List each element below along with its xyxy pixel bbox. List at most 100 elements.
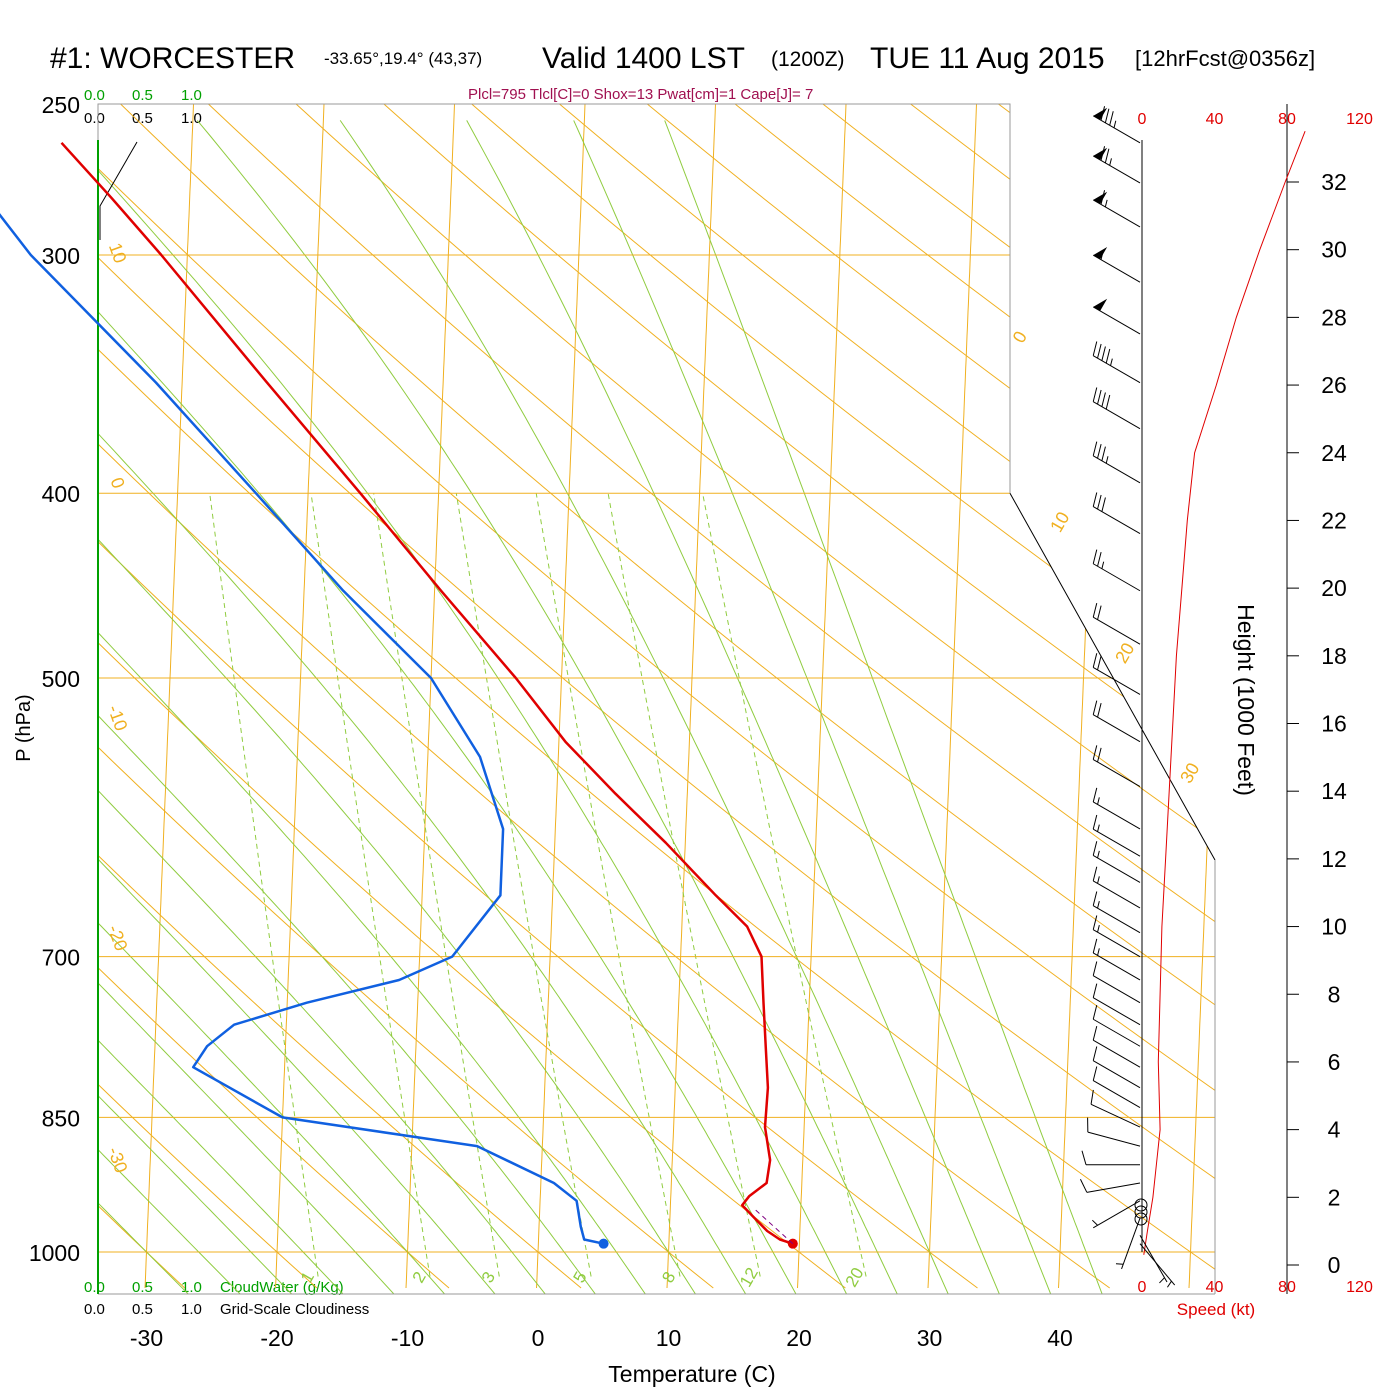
wind-barb-staff <box>1092 306 1141 335</box>
dry-adiabat-line <box>98 104 582 1289</box>
wind-barb-full <box>1105 348 1111 364</box>
moist-adiabat-line <box>98 120 648 1294</box>
wind-barb <box>1090 1089 1141 1128</box>
pressure-tick-label: 700 <box>42 945 80 971</box>
wind-barb-full <box>1097 552 1102 567</box>
wind-barb-half <box>1167 1280 1172 1288</box>
wind-barb-half <box>1101 561 1105 569</box>
wind-barb-staff <box>1092 1200 1141 1229</box>
wind-barb-half <box>1105 456 1109 464</box>
height-tick-label: 26 <box>1321 372 1347 398</box>
isotherm-line <box>1188 104 1215 1289</box>
temperature-tick-label: 20 <box>786 1325 812 1351</box>
wind-barb <box>1092 1025 1141 1068</box>
cloudwater-label: CloudWater (g/Kg) <box>220 1279 344 1296</box>
wind-barb-staff <box>1092 854 1141 883</box>
wind-barb-full <box>1097 389 1102 405</box>
wind-barb-full <box>1092 891 1098 906</box>
wind-barb-staff <box>1092 801 1141 830</box>
dry-adiabat-line <box>98 104 450 1289</box>
dry-adiabat-line <box>646 104 1215 1289</box>
station-title: #1: WORCESTER <box>50 42 295 75</box>
wind-barb-full <box>1092 787 1098 803</box>
isotherm-line <box>144 104 194 1289</box>
dry-adiabat-line <box>559 104 1215 1289</box>
dry-adiabat-line <box>98 104 714 1289</box>
wind-barb-full <box>1097 343 1102 359</box>
wind-barb-full <box>1097 747 1102 763</box>
wind-barb <box>1092 700 1141 743</box>
mixing-ratio-label: 12 <box>736 1264 762 1290</box>
wind-barb-staff <box>1092 905 1141 934</box>
wind-barb-flag <box>1093 247 1108 260</box>
wind-barb-staff <box>1139 1235 1168 1283</box>
isotherm-line <box>797 104 847 1289</box>
wind-barb-full <box>1100 146 1106 161</box>
wind-barb-full <box>1097 444 1102 459</box>
wind-barb <box>1092 961 1141 1004</box>
wind-barb <box>1092 1066 1141 1109</box>
pressure-tick-label: 1000 <box>29 1240 80 1266</box>
moist-adiabat-line <box>339 120 950 1294</box>
isotherm-line <box>1320 104 1369 1288</box>
wind-barb <box>1092 866 1141 909</box>
wind-barb-staff <box>1092 1080 1141 1109</box>
speed-tick-label-bottom: 80 <box>1278 1279 1296 1296</box>
speed-tick-label-top: 0 <box>1138 111 1147 128</box>
isotherm-line <box>1058 104 1108 1289</box>
cloud-scale-top: 0.0 0.5 1.0 0.0 0.5 1.0 <box>84 87 202 127</box>
wind-barb-full <box>1092 814 1098 830</box>
height-tick-label: 22 <box>1321 507 1347 533</box>
isotherm-label: 0 <box>1009 328 1031 347</box>
mixing-ratio-label: 8 <box>658 1268 679 1286</box>
wind-barb-half <box>1097 850 1100 859</box>
moist-adiabat-line <box>196 120 899 1294</box>
wind-barb-full <box>1081 1150 1087 1165</box>
wind-barb-full <box>1092 938 1098 954</box>
wind-barb-staff <box>1092 355 1141 384</box>
dry-adiabat-line <box>295 104 1215 1289</box>
cloudiness-label: Grid-Scale Cloudiness <box>220 1301 369 1318</box>
wind-barb-full <box>1104 108 1110 123</box>
wind-barb-full <box>1100 106 1106 121</box>
mixing-ratio-line <box>455 493 592 1277</box>
valid-utc: (1200Z) <box>771 48 845 71</box>
height-tick-label: 20 <box>1321 575 1347 601</box>
height-tick-label: 32 <box>1321 169 1347 195</box>
temperature-tick-label: 40 <box>1047 1325 1073 1351</box>
wind-barb-full <box>1097 702 1102 718</box>
dry-adiabat-line <box>208 104 1215 1289</box>
moist-adiabat-line <box>98 120 748 1294</box>
wind-barb-staff <box>1092 254 1141 283</box>
wind-barb-full <box>1092 961 1098 976</box>
isotherm-label: 30 <box>1176 759 1203 786</box>
wind-barb-full <box>1101 346 1106 361</box>
wind-barb-full <box>1092 1025 1098 1041</box>
calm-wind-marker <box>1134 1205 1148 1219</box>
dry-adiabat-line <box>98 104 1110 1289</box>
wind-barb-full <box>1092 1066 1098 1081</box>
wind-barb-staff <box>1087 1131 1141 1147</box>
wind-barb-staff <box>1090 1103 1141 1128</box>
wind-barb-staff <box>1092 929 1141 958</box>
wind-barb-full <box>1101 446 1106 461</box>
dry-adiabat-line <box>120 104 1215 1289</box>
wind-barb-staff <box>1092 1018 1141 1047</box>
moist-adiabat-line <box>466 120 1001 1294</box>
isotherm-label: 10 <box>1046 508 1073 535</box>
wind-barb <box>1092 938 1141 981</box>
dry-adiabat-line <box>98 104 318 1289</box>
isotherm-label: -10 <box>104 702 132 733</box>
station-coords: -33.65°,19.4° (43,37) <box>324 49 482 68</box>
temperature-tick-label: -10 <box>391 1325 424 1351</box>
cloud-scale-green-b1: 0.5 <box>132 1279 153 1296</box>
moist-adiabat-line <box>98 120 598 1294</box>
wind-barb-flag <box>1093 147 1108 160</box>
isotherm-label: 20 <box>1111 639 1138 666</box>
height-tick-label: 2 <box>1328 1184 1341 1210</box>
moist-adiabat-line <box>98 120 548 1294</box>
height-tick-label: 4 <box>1328 1117 1341 1143</box>
height-tick-label: 24 <box>1321 440 1347 466</box>
wind-barb-full <box>1092 549 1098 564</box>
wind-barb-full <box>1104 148 1110 164</box>
